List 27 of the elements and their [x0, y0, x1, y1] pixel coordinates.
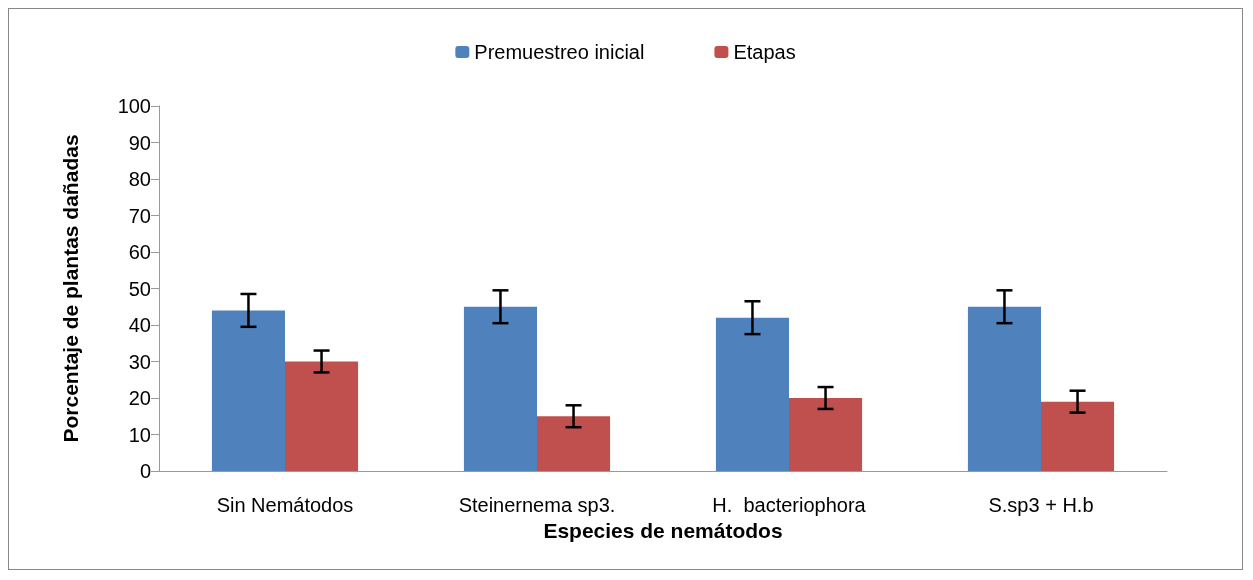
bar — [285, 361, 359, 471]
legend-label: Premuestreo inicial — [474, 41, 645, 63]
x-axis-title: Especies de nemátodos — [543, 518, 783, 542]
y-tick-label: 90 — [128, 131, 151, 154]
bar — [967, 306, 1041, 471]
x-tick-label: Sin Nemátodos — [216, 494, 354, 516]
bar — [211, 310, 285, 471]
y-tick-label: 80 — [128, 168, 151, 190]
y-tick-label: 70 — [128, 204, 151, 227]
bar — [537, 416, 611, 471]
y-tick-label: 40 — [128, 314, 151, 336]
legend-label: Etapas — [733, 41, 796, 63]
y-tick-label: 20 — [128, 387, 151, 409]
y-tick-label: 100 — [117, 95, 151, 117]
bar — [789, 398, 863, 471]
y-tick-label: 30 — [128, 350, 151, 373]
y-tick-label: 60 — [128, 241, 151, 263]
x-tick-label: S.sp3 + H.b — [988, 494, 1094, 516]
x-tick-label: H. bacteriophora — [712, 494, 867, 516]
bar — [715, 317, 789, 471]
y-tick-label: 0 — [139, 460, 151, 482]
y-axis-title: Porcentaje de plantas dañadas — [59, 134, 82, 443]
bar — [1041, 401, 1115, 471]
x-tick-label: Steinernema sp3. — [458, 494, 616, 516]
y-tick-label: 10 — [128, 423, 151, 446]
bar — [463, 306, 537, 471]
y-tick-label: 50 — [128, 277, 151, 300]
